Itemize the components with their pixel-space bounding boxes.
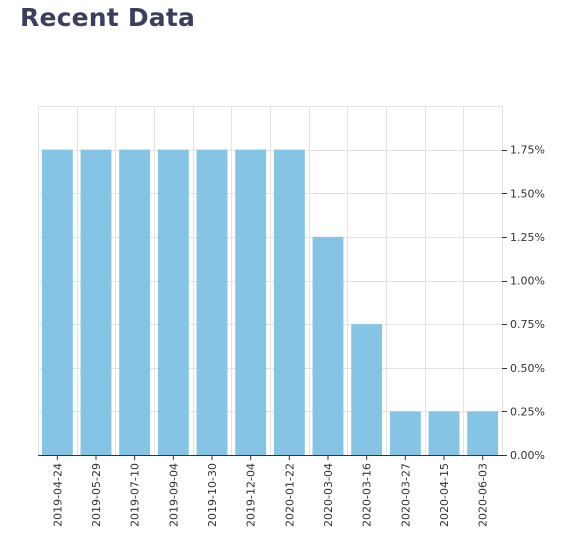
x-tick-label: 2020-01-22 (283, 463, 296, 527)
y-tick-label: 0.25% (510, 405, 545, 418)
chart-axes (38, 150, 507, 460)
x-tick-label: 2019-04-24 (51, 463, 64, 527)
x-tick-label: 2019-10-30 (206, 463, 219, 527)
y-tick-label: 1.25% (510, 231, 545, 244)
bar-2019-10-30 (196, 149, 228, 456)
bar-2020-06-03 (467, 411, 499, 456)
bar-2019-05-29 (80, 149, 112, 456)
y-tick-label: 0.75% (510, 318, 545, 331)
bar-2020-04-15 (428, 411, 460, 456)
bar-2020-03-27 (389, 411, 421, 456)
x-tick-label: 2020-04-15 (438, 463, 451, 527)
y-tick-label: 1.50% (510, 187, 545, 200)
bar-2020-01-22 (273, 149, 305, 456)
x-tick-label: 2019-07-10 (129, 463, 142, 527)
x-tick-label: 2020-03-27 (399, 463, 412, 527)
chart-bars (41, 149, 499, 456)
y-tick-label: 1.00% (510, 275, 545, 288)
bar-2019-09-04 (157, 149, 189, 456)
x-tick-label: 2020-06-03 (477, 463, 490, 527)
bar-2019-04-24 (41, 149, 73, 456)
x-tick-label: 2020-03-04 (322, 463, 335, 527)
y-tick-label: 0.00% (510, 449, 545, 462)
x-tick-label: 2019-05-29 (90, 463, 103, 527)
y-tick-labels: 0.00% 0.25% 0.50% 0.75% 1.00% 1.25% 1.50% 1.75% (510, 144, 545, 462)
bar-2019-12-04 (235, 149, 267, 456)
x-tick-label: 2019-09-04 (167, 463, 180, 527)
x-tick-label: 2020-03-16 (361, 463, 374, 527)
bar-2020-03-16 (351, 324, 383, 456)
x-tick-label: 2019-12-04 (245, 463, 258, 527)
chart-grid (38, 106, 503, 455)
y-tick-label: 1.75% (510, 144, 545, 157)
x-tick-labels: 2019-04-24 2019-05-29 2019-07-10 2019-09-04… (51, 463, 489, 527)
bar-2019-07-10 (119, 149, 151, 456)
page-title: Recent Data (20, 3, 196, 32)
y-tick-label: 0.50% (510, 362, 545, 375)
bar-2020-03-04 (312, 236, 344, 456)
